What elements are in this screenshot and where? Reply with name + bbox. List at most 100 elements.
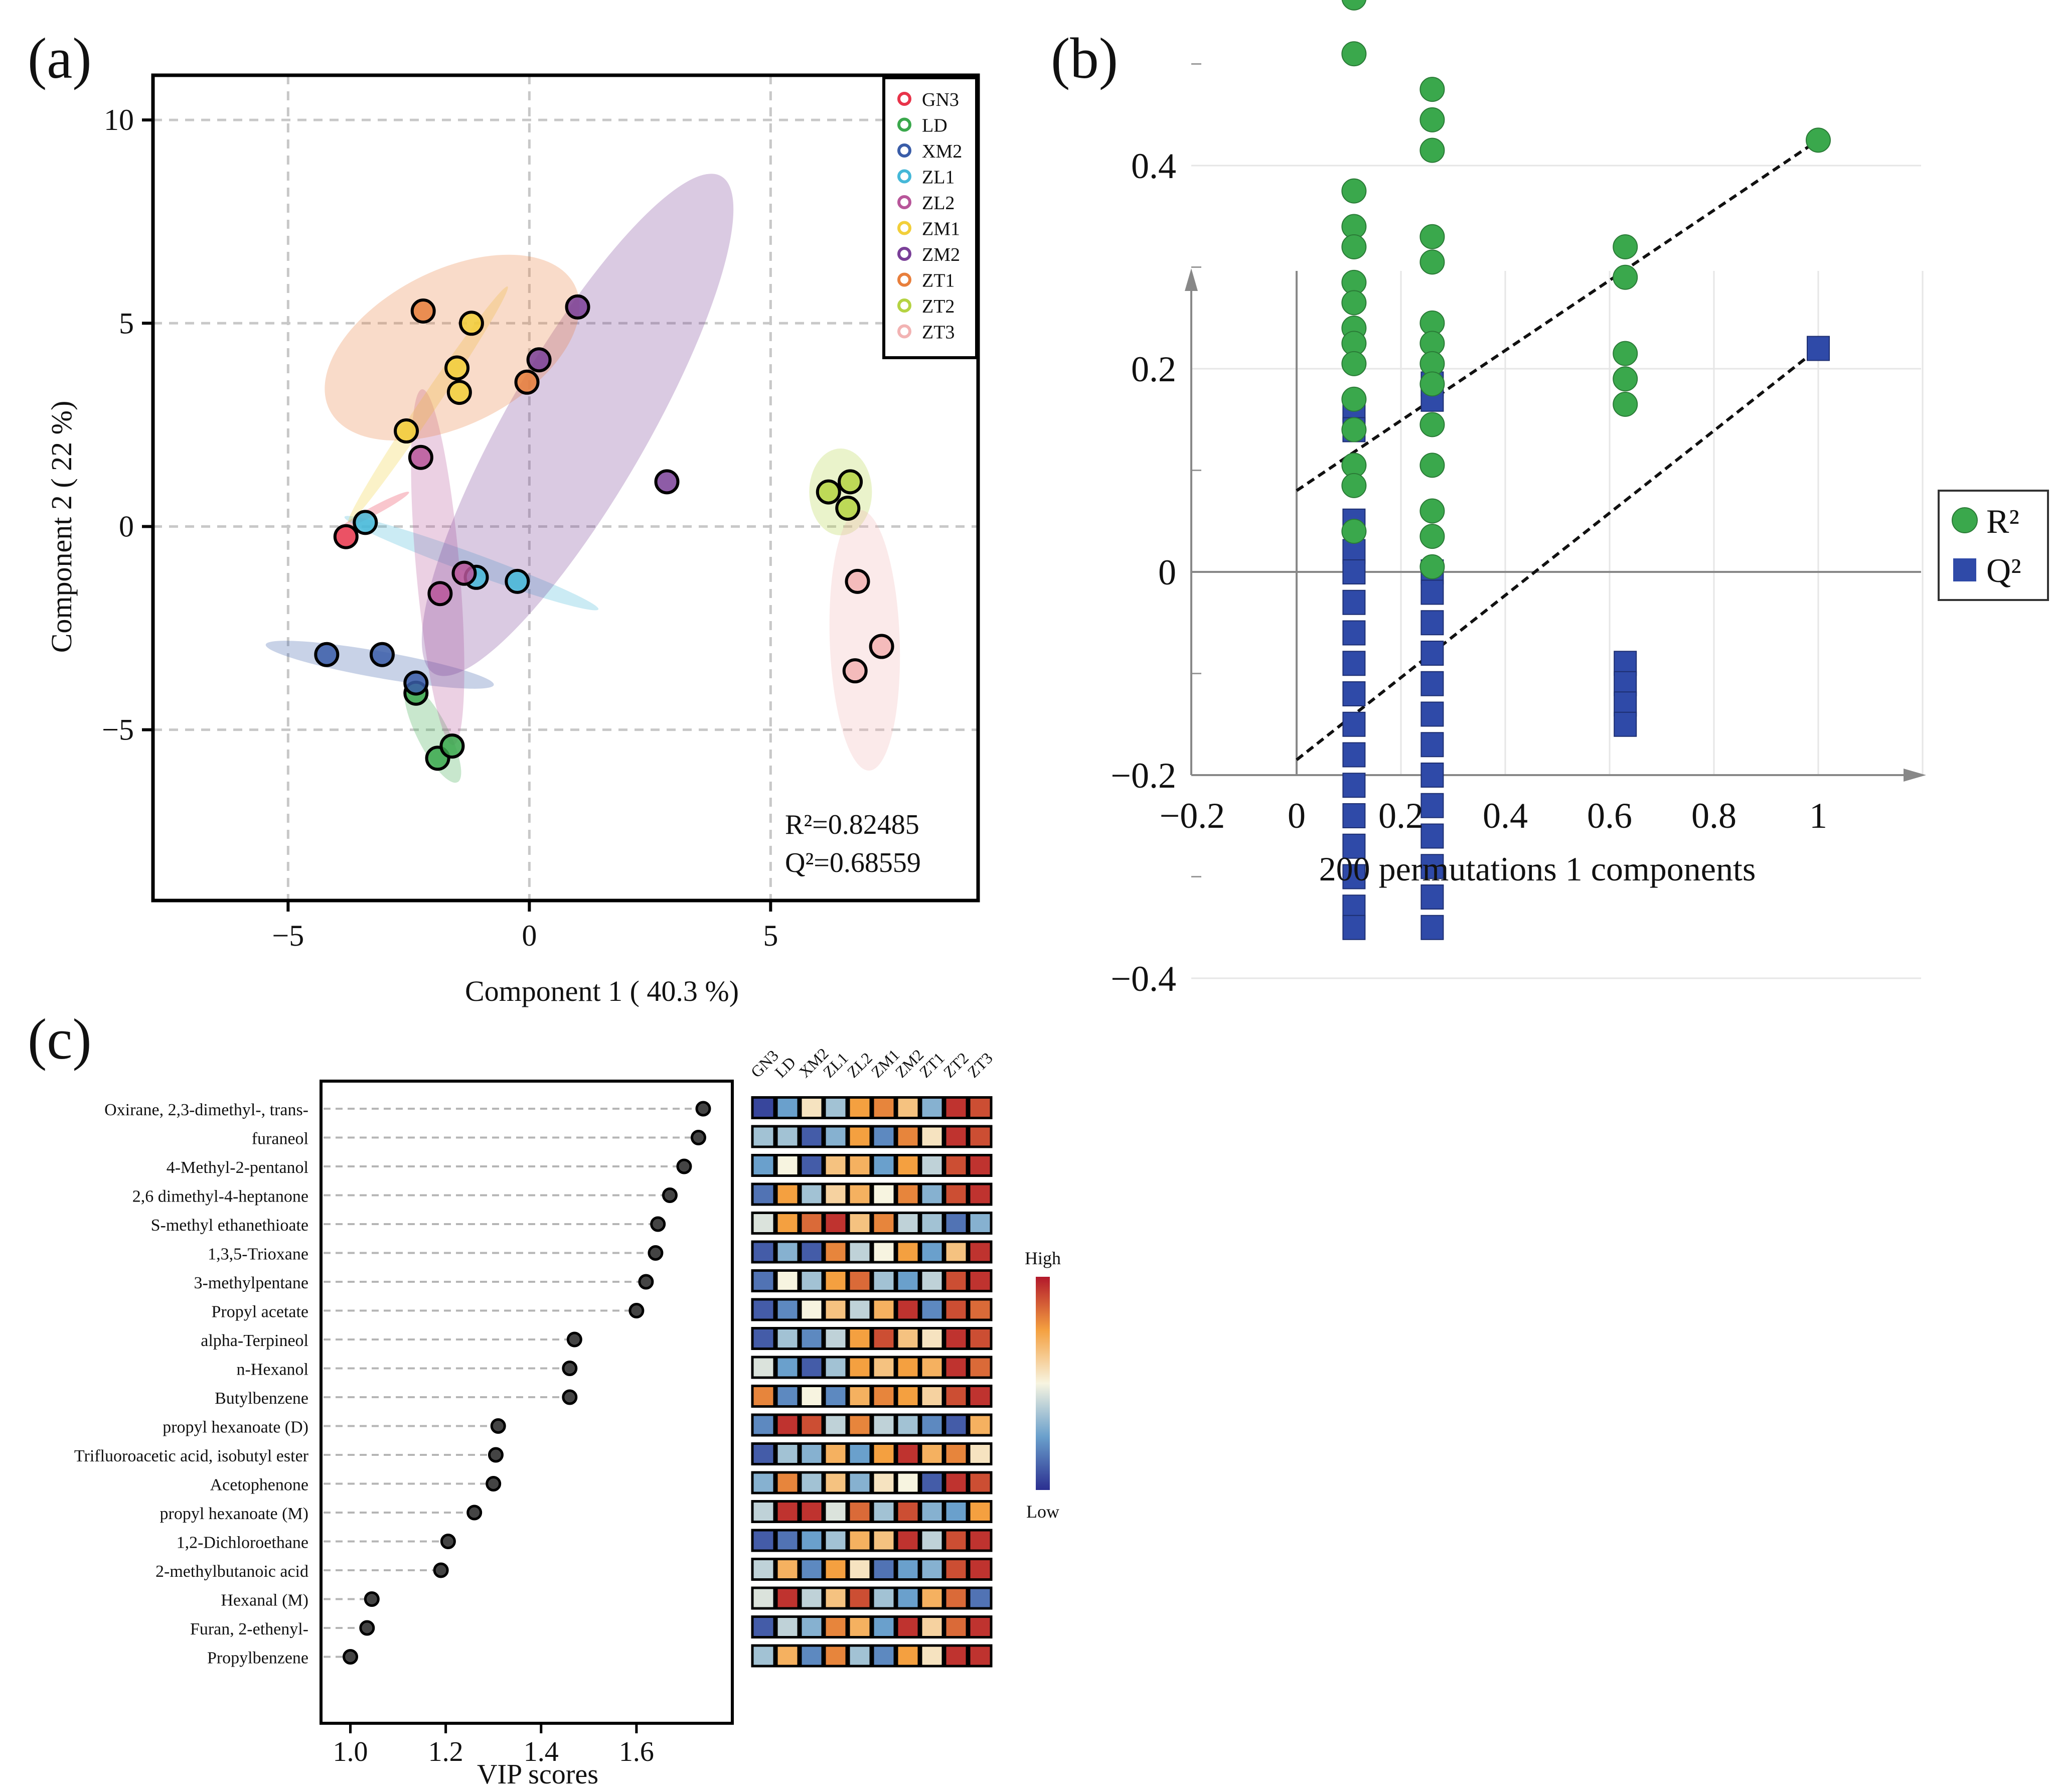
variable-label: 2,6 dimethyl-4-heptanone bbox=[132, 1187, 308, 1206]
heatmap-cell bbox=[968, 1240, 993, 1264]
heatmap-cell bbox=[968, 1442, 993, 1465]
x-tick-label: 0.6 bbox=[1587, 796, 1632, 836]
r2-circle bbox=[1419, 498, 1445, 524]
heatmap-cell bbox=[895, 1442, 920, 1465]
x-axis-arrow bbox=[1904, 769, 1926, 782]
legend-marker-zt1 bbox=[897, 272, 911, 287]
heatmap-cell bbox=[799, 1096, 824, 1119]
heatmap-cell bbox=[895, 1240, 920, 1264]
heatmap-cell bbox=[919, 1471, 944, 1495]
heatmap-cell bbox=[751, 1529, 776, 1552]
q2-square bbox=[1807, 336, 1830, 361]
heatmap-cell bbox=[847, 1096, 872, 1119]
heatmap-cell bbox=[919, 1356, 944, 1379]
heatmap-cell bbox=[799, 1385, 824, 1408]
permutation-grid bbox=[1191, 63, 1924, 979]
variable-label: Acetophenone bbox=[210, 1476, 308, 1495]
x-tick-label: 0.4 bbox=[1483, 796, 1528, 836]
heatmap-cell bbox=[751, 1413, 776, 1437]
heatmap-cell bbox=[847, 1327, 872, 1350]
Q2-fit-line bbox=[1296, 347, 1819, 761]
legend-marker-zt3 bbox=[897, 324, 911, 339]
variable-label: Butylbenzene bbox=[215, 1389, 308, 1408]
r2-circle bbox=[1613, 341, 1638, 366]
heatmap-cell bbox=[823, 1298, 848, 1321]
x-tick-label: −5 bbox=[272, 919, 304, 952]
heatmap-cell bbox=[775, 1586, 800, 1610]
r2-circle bbox=[1613, 366, 1638, 392]
q2-square bbox=[1421, 823, 1444, 849]
point-zl2 bbox=[427, 581, 453, 607]
heatmap-cell bbox=[895, 1125, 920, 1148]
heatmap-cell bbox=[775, 1644, 800, 1668]
heatmap-cell bbox=[847, 1385, 872, 1408]
panel-label-c: (c) bbox=[28, 1007, 92, 1071]
r2-circle bbox=[1419, 554, 1445, 579]
heatmap-cell bbox=[968, 1327, 993, 1350]
heatmap-cell bbox=[823, 1442, 848, 1465]
heatmap-cell bbox=[943, 1442, 969, 1465]
heatmap-cell bbox=[968, 1644, 993, 1668]
heatmap-cell bbox=[871, 1385, 896, 1408]
heatmap-cell bbox=[871, 1096, 896, 1119]
r2-circle bbox=[1419, 412, 1445, 437]
vip-point bbox=[343, 1649, 359, 1665]
ellipse-zt1 bbox=[325, 254, 580, 441]
permutation-points bbox=[1341, 0, 1831, 940]
heatmap-cell bbox=[775, 1442, 800, 1465]
point-gn3 bbox=[333, 524, 359, 549]
heatmap-cell bbox=[919, 1644, 944, 1668]
heatmap-cell bbox=[968, 1298, 993, 1321]
variable-label: 2-methylbutanoic acid bbox=[155, 1562, 308, 1581]
heatmap-cell bbox=[943, 1385, 969, 1408]
vip-point bbox=[638, 1274, 654, 1290]
heatmap-cell bbox=[751, 1644, 776, 1668]
heatmap-cell bbox=[847, 1269, 872, 1292]
heatmap-cell bbox=[871, 1529, 896, 1552]
legend-label-zt1: ZT1 bbox=[922, 270, 955, 291]
point-ld bbox=[439, 733, 465, 759]
heatmap-cell bbox=[847, 1240, 872, 1264]
heatmap-cell bbox=[968, 1125, 993, 1148]
heatmap-cell bbox=[895, 1154, 920, 1177]
legend-label-xm2: XM2 bbox=[922, 141, 962, 162]
heatmap-cell bbox=[871, 1413, 896, 1437]
heatmap-cell bbox=[919, 1327, 944, 1350]
heatmap-cell bbox=[919, 1413, 944, 1437]
legend-marker-zl1 bbox=[897, 169, 911, 184]
heatmap-cell bbox=[847, 1298, 872, 1321]
variable-label: 3-methylpentane bbox=[194, 1274, 308, 1292]
heatmap-cell bbox=[799, 1500, 824, 1523]
variable-label: Trifluoroacetic acid, isobutyl ester bbox=[74, 1447, 309, 1465]
r2-circle bbox=[1341, 351, 1367, 376]
vip-point bbox=[690, 1130, 706, 1145]
heatmap-cell bbox=[943, 1125, 969, 1148]
heatmap-cell bbox=[919, 1212, 944, 1235]
q2-square bbox=[1342, 681, 1366, 706]
r2-circle bbox=[1419, 249, 1445, 275]
heatmap-cell bbox=[823, 1500, 848, 1523]
vip-point bbox=[628, 1303, 645, 1318]
heatmap-cell bbox=[895, 1586, 920, 1610]
heatmap-cell bbox=[799, 1529, 824, 1552]
heatmap-cell bbox=[895, 1298, 920, 1321]
heatmap-cell bbox=[968, 1471, 993, 1495]
vip-plot: Oxirane, 2,3-dimethyl-, trans-furaneol 4-… bbox=[74, 1044, 1061, 1790]
panel-label-b: (b) bbox=[1051, 27, 1118, 90]
point-zt2 bbox=[835, 496, 861, 521]
heatmap-cell bbox=[871, 1644, 896, 1668]
heatmap-cell bbox=[847, 1500, 872, 1523]
vip-point bbox=[562, 1389, 578, 1405]
heatmap-cell bbox=[943, 1615, 969, 1638]
heatmap-cell bbox=[847, 1558, 872, 1581]
q2-square bbox=[1421, 854, 1444, 879]
heatmap-cell bbox=[871, 1327, 896, 1350]
heatmap-cell bbox=[968, 1500, 993, 1523]
scale-high-label: High bbox=[1025, 1248, 1061, 1268]
permutation-test-plot: −0.2 0 0.2 0.4 0.6 0.8 1 −0.4 −0.2 0 0.2 0.4 200 pe… bbox=[1111, 0, 2049, 999]
point-zt1 bbox=[514, 369, 540, 395]
heatmap-cell bbox=[871, 1442, 896, 1465]
legend-box bbox=[1938, 490, 2049, 601]
heatmap-cell bbox=[943, 1471, 969, 1495]
heatmap-cell bbox=[871, 1298, 896, 1321]
